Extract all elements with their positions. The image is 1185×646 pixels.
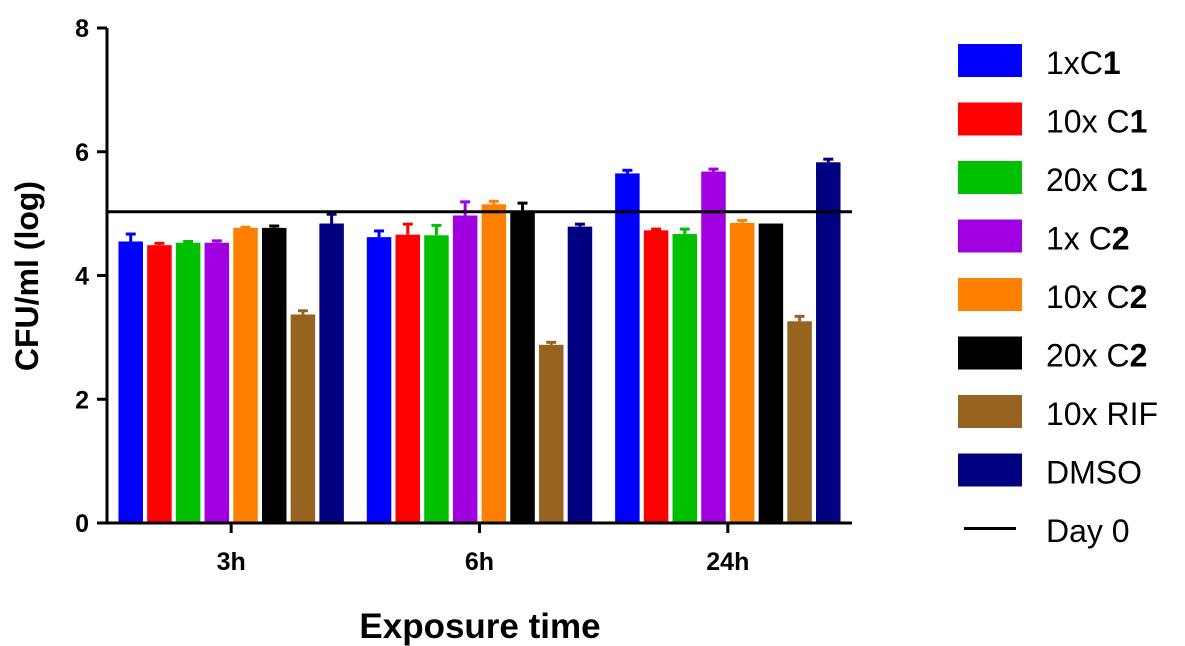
bar-1x-c2-3h — [204, 242, 230, 523]
legend-label: 20x C2 — [1046, 338, 1147, 374]
y-tick-label: 6 — [75, 139, 89, 167]
legend-label: 10x RIF — [1046, 396, 1158, 432]
bar-10x-rif-6h — [539, 344, 564, 523]
legend-label: 10x C1 — [1046, 104, 1147, 140]
legend-swatch-20x-c2 — [958, 336, 1022, 370]
bar-dmso-3h — [319, 223, 344, 523]
legend-swatch-20x-c1 — [958, 161, 1022, 194]
y-tick-label: 8 — [75, 15, 89, 43]
bar-20x-c2-24h — [758, 223, 784, 523]
bar-20x-c2-3h — [261, 227, 287, 524]
bar-20x-c1-6h — [424, 235, 449, 523]
y-axis-label: CFU/ml (log) — [9, 181, 45, 371]
bar-1xc1-24h — [615, 173, 640, 523]
bar-1x-c2-6h — [452, 215, 478, 524]
y-tick-label: 4 — [75, 263, 89, 291]
legend-label: 10x C2 — [1046, 279, 1147, 315]
legend-label: 1x C2 — [1046, 221, 1130, 257]
legend-swatch-1xc1 — [958, 44, 1022, 77]
x-tick-label: 3h — [217, 548, 246, 576]
bar-dmso-6h — [567, 226, 593, 523]
legend-swatch-10x-rif — [958, 395, 1022, 428]
bar-10x-c2-24h — [729, 222, 755, 523]
bar-10x-c2-6h — [481, 204, 507, 523]
y-tick-label: 0 — [75, 510, 89, 538]
legend-swatch-10x-c2 — [958, 278, 1022, 311]
bars-layer — [118, 157, 841, 524]
bar-10x-c1-6h — [395, 234, 420, 523]
bar-20x-c1-3h — [175, 242, 201, 523]
legend: 1xC1 10x C1 20x C1 1x C2 10x C2 20x C2 10x RIF… — [958, 44, 1158, 549]
legend-label: Day 0 — [1046, 513, 1130, 549]
bar-1xc1-3h — [118, 241, 143, 523]
x-tick-label: 24h — [706, 548, 749, 576]
bar-10x-c1-3h — [147, 245, 172, 523]
x-tick-label: 6h — [465, 548, 494, 576]
legend-label: DMSO — [1046, 455, 1142, 491]
legend-swatch-dmso — [958, 453, 1022, 487]
legend-swatch-1x-c2 — [958, 219, 1022, 253]
x-axis-label: Exposure time — [359, 607, 600, 646]
bar-20x-c2-6h — [510, 210, 535, 523]
bar-dmso-24h — [816, 162, 841, 523]
legend-swatch-10x-c1 — [958, 102, 1022, 136]
legend-label: 20x C1 — [1046, 162, 1147, 198]
bar-20x-c1-24h — [672, 234, 698, 524]
bar-1x-c2-24h — [701, 171, 726, 524]
bar-1xc1-6h — [366, 237, 392, 523]
bar-10x-rif-3h — [290, 314, 316, 523]
legend-label: 1xC1 — [1046, 45, 1121, 81]
axes-layer: 0 2 4 6 8 3h 6h 24h — [75, 15, 852, 576]
bar-10x-c2-3h — [233, 227, 258, 524]
bar-10x-c1-24h — [643, 230, 669, 523]
y-tick-label: 2 — [75, 386, 89, 414]
bar-10x-rif-24h — [787, 321, 812, 523]
